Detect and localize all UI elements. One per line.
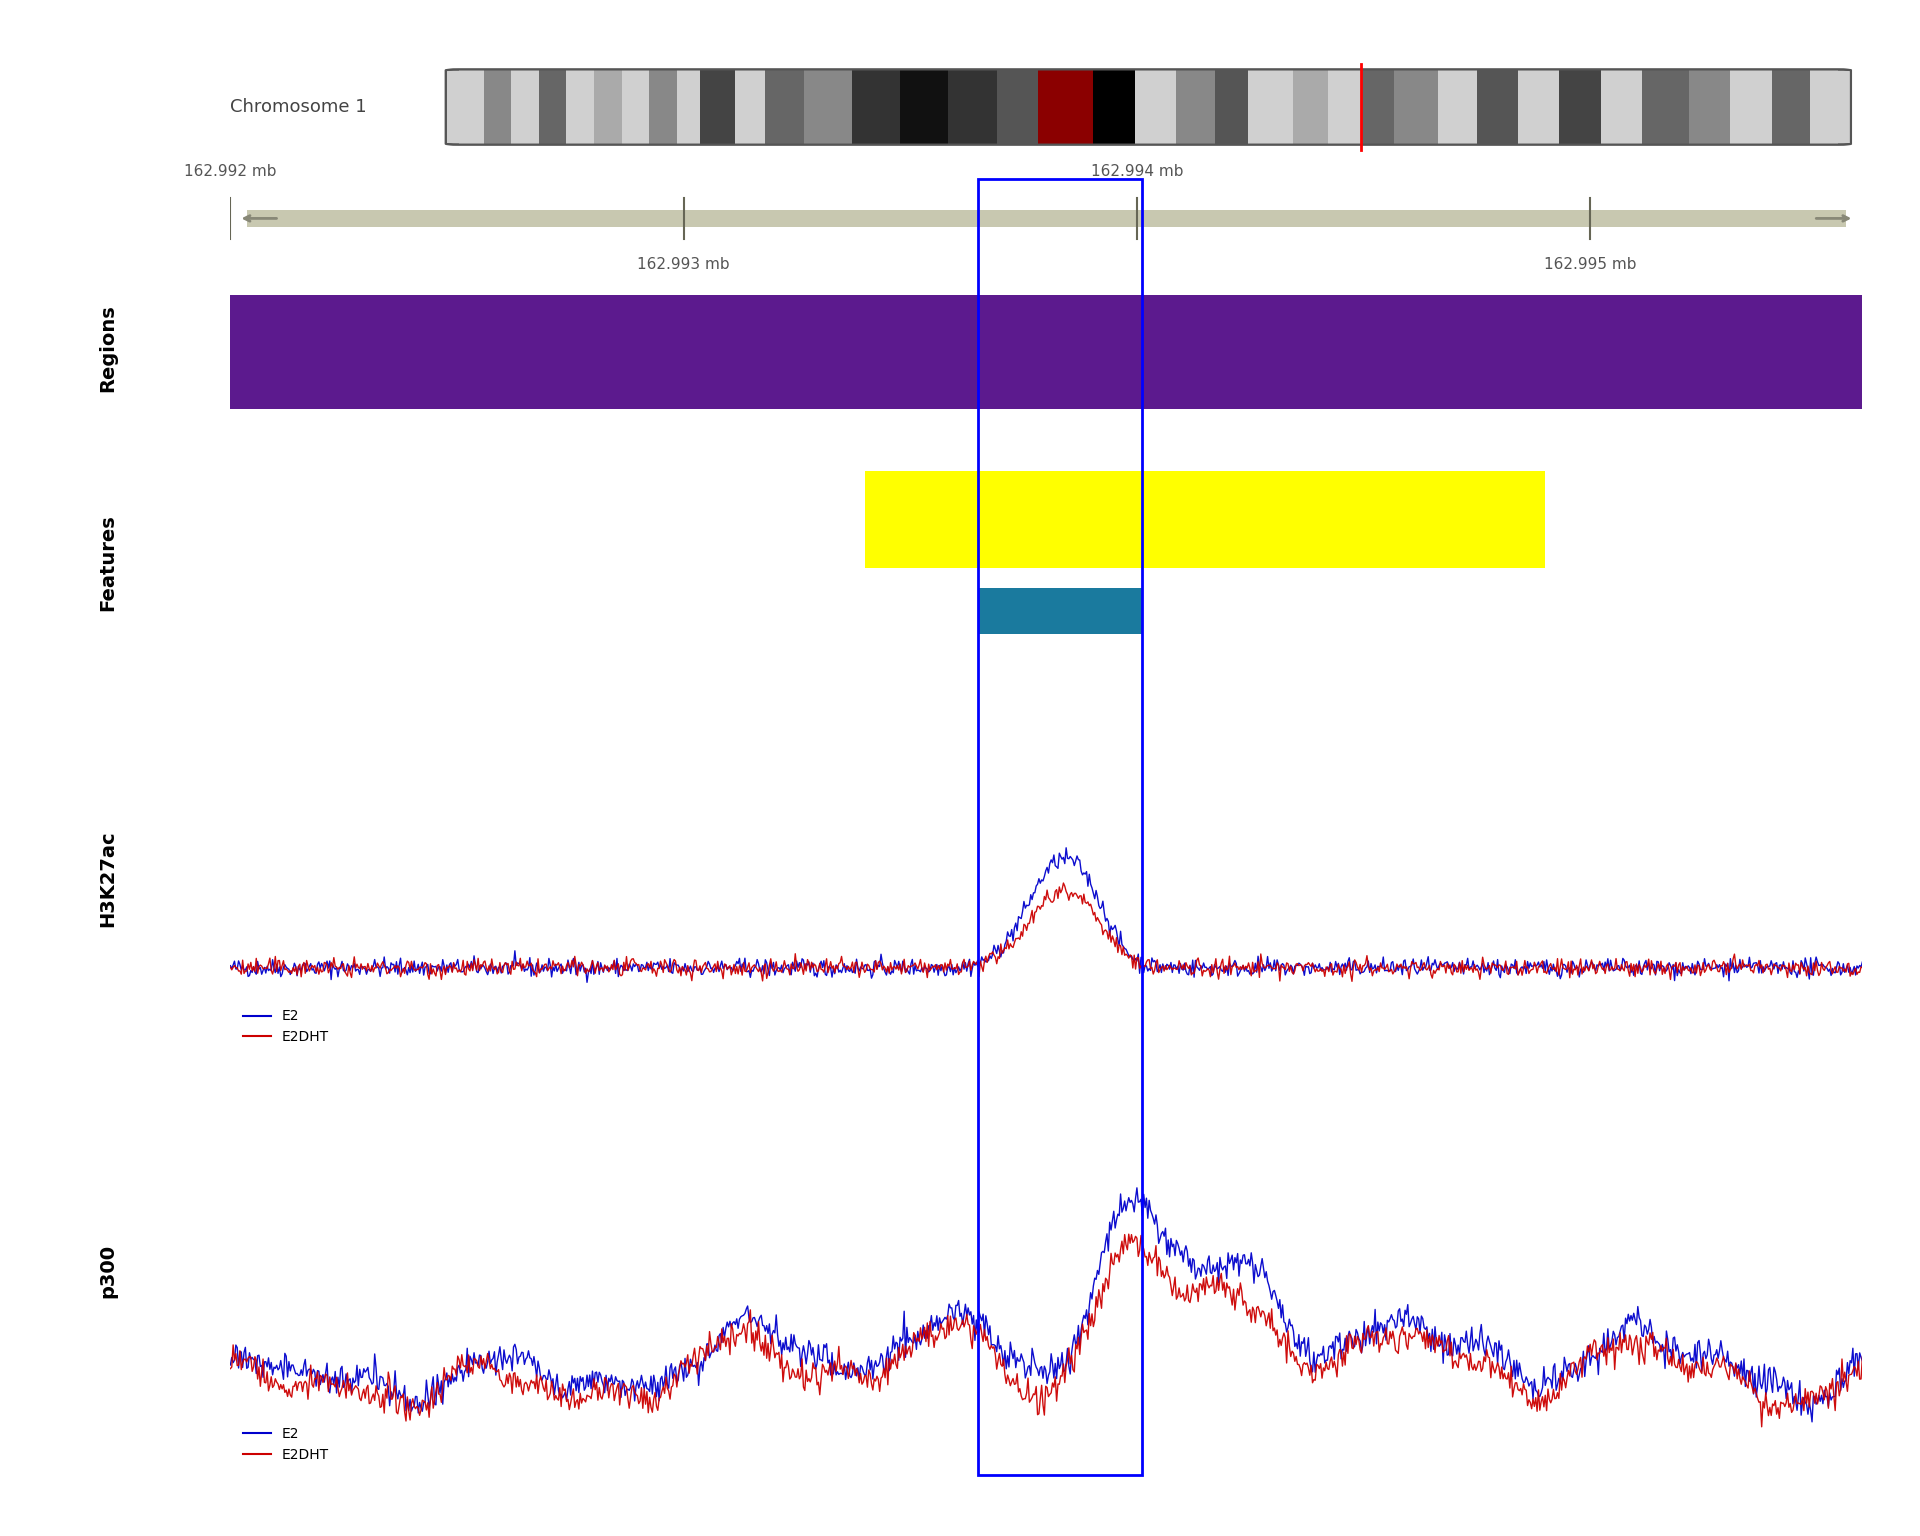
Text: Features: Features: [98, 515, 117, 611]
Bar: [1135, 71, 1175, 143]
Bar: [1519, 71, 1559, 143]
Bar: [566, 71, 593, 143]
Bar: [649, 71, 676, 143]
Text: Regions: Regions: [98, 304, 117, 392]
Bar: [1039, 71, 1092, 143]
Text: p300: p300: [98, 1244, 117, 1298]
Bar: [1215, 71, 1248, 143]
Bar: [1361, 71, 1394, 143]
Bar: [1811, 71, 1837, 143]
Bar: [1601, 71, 1642, 143]
Text: H3K27ac: H3K27ac: [98, 831, 117, 928]
Bar: [511, 71, 540, 143]
Bar: [804, 71, 852, 143]
Text: 162.994 mb: 162.994 mb: [1091, 164, 1183, 180]
Bar: [1559, 71, 1601, 143]
Bar: [1175, 71, 1215, 143]
Bar: [246, 210, 1845, 226]
Bar: [764, 71, 804, 143]
Bar: [676, 71, 701, 143]
FancyBboxPatch shape: [445, 69, 1851, 144]
Bar: [948, 71, 996, 143]
Bar: [979, 588, 1142, 634]
Bar: [1772, 71, 1811, 143]
Bar: [852, 71, 900, 143]
Bar: [1092, 71, 1135, 143]
Bar: [1248, 71, 1294, 143]
Bar: [1642, 71, 1690, 143]
Bar: [735, 71, 764, 143]
Bar: [866, 472, 1546, 568]
Text: 162.992 mb: 162.992 mb: [184, 164, 276, 180]
Legend: E2, E2DHT: E2, E2DHT: [238, 1421, 334, 1467]
Bar: [593, 71, 622, 143]
Bar: [540, 71, 566, 143]
Text: 162.995 mb: 162.995 mb: [1544, 258, 1636, 272]
Bar: [1327, 71, 1361, 143]
Text: 162.993 mb: 162.993 mb: [637, 258, 730, 272]
Bar: [900, 71, 948, 143]
Bar: [230, 295, 1862, 409]
Bar: [484, 71, 511, 143]
Bar: [701, 71, 735, 143]
Text: Chromosome 1: Chromosome 1: [230, 98, 367, 117]
Bar: [1690, 71, 1730, 143]
Bar: [459, 71, 484, 143]
Bar: [1438, 71, 1476, 143]
Legend: E2, E2DHT: E2, E2DHT: [238, 1005, 334, 1051]
Bar: [996, 71, 1039, 143]
Bar: [1394, 71, 1438, 143]
Bar: [1730, 71, 1772, 143]
Bar: [1294, 71, 1327, 143]
Bar: [622, 71, 649, 143]
Bar: [1476, 71, 1519, 143]
